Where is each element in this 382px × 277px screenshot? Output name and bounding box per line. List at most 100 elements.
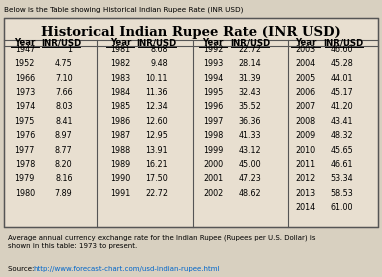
Text: 1983: 1983 [110, 74, 130, 83]
Text: 2004: 2004 [296, 59, 316, 68]
Text: 61.00: 61.00 [331, 203, 353, 212]
Text: 32.43: 32.43 [238, 88, 261, 97]
Text: 1988: 1988 [110, 146, 130, 155]
Text: 45.00: 45.00 [238, 160, 261, 169]
Text: 1995: 1995 [203, 88, 223, 97]
Text: 2010: 2010 [296, 146, 316, 155]
Text: 1994: 1994 [203, 74, 223, 83]
Text: Below is the Table showing Historical Indian Rupee Rate (INR USD): Below is the Table showing Historical In… [4, 7, 243, 13]
Text: 1993: 1993 [203, 59, 223, 68]
Text: 53.34: 53.34 [331, 175, 353, 183]
Text: 7.66: 7.66 [55, 88, 73, 97]
Text: 2005: 2005 [295, 74, 316, 83]
Text: INR/USD: INR/USD [136, 39, 177, 47]
Text: 35.52: 35.52 [238, 102, 261, 111]
Text: 2002: 2002 [203, 189, 223, 198]
Text: 2012: 2012 [295, 175, 316, 183]
Text: 2000: 2000 [203, 160, 223, 169]
Text: Historical Indian Rupee Rate (INR USD): Historical Indian Rupee Rate (INR USD) [41, 26, 341, 39]
Text: 8.16: 8.16 [55, 175, 73, 183]
Text: http://www.forecast-chart.com/usd-indian-rupee.html: http://www.forecast-chart.com/usd-indian… [34, 266, 220, 272]
Text: 12.95: 12.95 [145, 131, 168, 140]
Text: 1990: 1990 [110, 175, 131, 183]
Text: 9.48: 9.48 [151, 59, 168, 68]
Text: 36.36: 36.36 [238, 117, 261, 126]
Text: 46.61: 46.61 [331, 160, 353, 169]
Text: 1986: 1986 [110, 117, 130, 126]
Text: 1976: 1976 [15, 131, 35, 140]
Text: Average annual currency exchange rate for the Indian Rupee (Rupees per U.S. Doll: Average annual currency exchange rate fo… [8, 234, 315, 248]
Text: 8.68: 8.68 [151, 45, 168, 54]
Text: 1997: 1997 [203, 117, 223, 126]
Text: 1998: 1998 [203, 131, 223, 140]
Text: 12.34: 12.34 [146, 102, 168, 111]
Text: Source:: Source: [8, 266, 36, 272]
Text: 8.41: 8.41 [55, 117, 73, 126]
Text: 2003: 2003 [296, 45, 316, 54]
Text: 16.21: 16.21 [146, 160, 168, 169]
Text: 2006: 2006 [296, 88, 316, 97]
Text: 45.65: 45.65 [330, 146, 353, 155]
Text: 1981: 1981 [110, 45, 130, 54]
Text: 8.03: 8.03 [55, 102, 73, 111]
Text: 1984: 1984 [110, 88, 130, 97]
Text: Year: Year [202, 39, 224, 47]
Text: 7.10: 7.10 [55, 74, 73, 83]
Text: 1991: 1991 [110, 189, 131, 198]
Text: 41.20: 41.20 [331, 102, 353, 111]
Text: Year: Year [14, 39, 36, 47]
Text: 2001: 2001 [203, 175, 223, 183]
Text: INR/USD: INR/USD [324, 39, 364, 47]
Text: 1999: 1999 [203, 146, 223, 155]
Text: INR/USD: INR/USD [41, 39, 81, 47]
Text: 31.39: 31.39 [238, 74, 261, 83]
Text: Year: Year [295, 39, 316, 47]
Text: 2008: 2008 [296, 117, 316, 126]
Text: 48.32: 48.32 [331, 131, 353, 140]
Text: 1978: 1978 [15, 160, 35, 169]
Text: 17.50: 17.50 [145, 175, 168, 183]
Text: 48.62: 48.62 [238, 189, 261, 198]
Text: 58.53: 58.53 [330, 189, 353, 198]
Text: 1: 1 [68, 45, 73, 54]
Text: 2009: 2009 [295, 131, 316, 140]
Text: Year: Year [110, 39, 131, 47]
Text: 45.17: 45.17 [330, 88, 353, 97]
Text: 1996: 1996 [203, 102, 223, 111]
Text: 46.60: 46.60 [331, 45, 353, 54]
Text: 43.12: 43.12 [238, 146, 261, 155]
Text: 2007: 2007 [295, 102, 316, 111]
Text: 1989: 1989 [110, 160, 131, 169]
Text: 1973: 1973 [15, 88, 35, 97]
Text: INR/USD: INR/USD [230, 39, 270, 47]
Text: 1992: 1992 [203, 45, 223, 54]
Text: 1947: 1947 [15, 45, 35, 54]
Text: 8.97: 8.97 [55, 131, 73, 140]
Text: 8.20: 8.20 [55, 160, 73, 169]
Text: 1979: 1979 [15, 175, 35, 183]
Text: 1980: 1980 [15, 189, 35, 198]
Text: 12.60: 12.60 [146, 117, 168, 126]
Text: 45.28: 45.28 [330, 59, 353, 68]
Text: 1982: 1982 [110, 59, 131, 68]
Text: 1966: 1966 [15, 74, 35, 83]
Text: 22.72: 22.72 [238, 45, 261, 54]
Text: 4.75: 4.75 [55, 59, 73, 68]
Text: 2011: 2011 [296, 160, 316, 169]
Text: 13.91: 13.91 [146, 146, 168, 155]
Text: 10.11: 10.11 [146, 74, 168, 83]
Text: 1975: 1975 [15, 117, 35, 126]
Text: 28.14: 28.14 [238, 59, 261, 68]
Text: 11.36: 11.36 [146, 88, 168, 97]
Text: 1985: 1985 [110, 102, 131, 111]
Text: 1952: 1952 [15, 59, 35, 68]
Text: 47.23: 47.23 [238, 175, 261, 183]
Text: 44.01: 44.01 [331, 74, 353, 83]
Text: 1977: 1977 [15, 146, 35, 155]
Text: 41.33: 41.33 [238, 131, 261, 140]
Text: 1987: 1987 [110, 131, 131, 140]
Text: 43.41: 43.41 [331, 117, 353, 126]
Text: 22.72: 22.72 [145, 189, 168, 198]
Text: 2013: 2013 [296, 189, 316, 198]
Text: 1974: 1974 [15, 102, 35, 111]
